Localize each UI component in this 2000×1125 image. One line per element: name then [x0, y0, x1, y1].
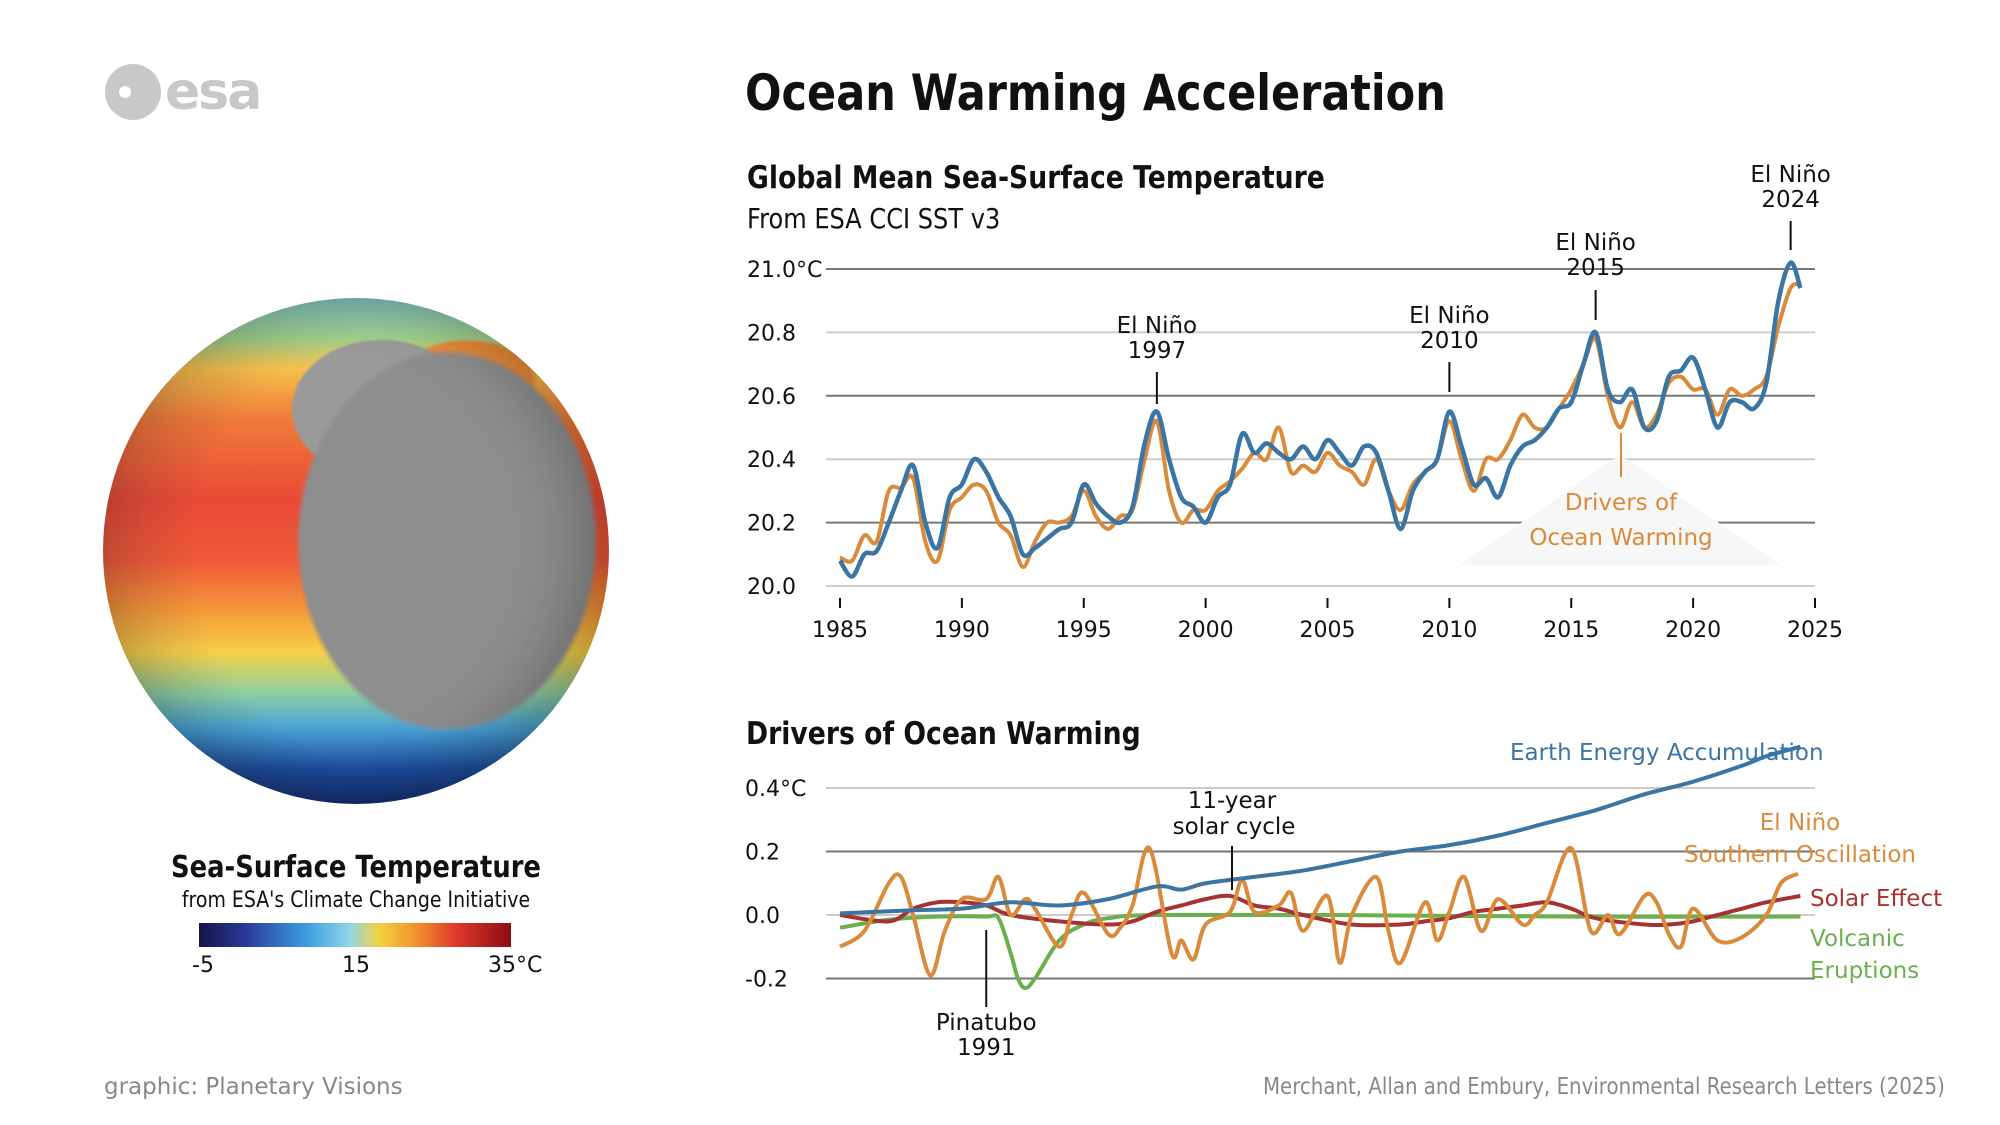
- colorbar: [199, 923, 511, 947]
- annotation-year: 2024: [1761, 187, 1820, 213]
- colorbar-min-label: -5: [192, 953, 214, 978]
- annotation-label: El Niño: [1555, 230, 1635, 256]
- sst-chart-title: Global Mean Sea-Surface Temperature: [747, 160, 1325, 196]
- annotation-label: 11-year: [1188, 788, 1277, 814]
- annotation-year: 1997: [1128, 338, 1187, 364]
- x-tick-label: 2005: [1300, 618, 1356, 643]
- series-line-solar-effect: [839, 893, 1801, 928]
- y-tick-label: 0.4°C: [745, 777, 806, 802]
- series-label: Eruptions: [1810, 958, 1919, 984]
- legend-title: Sea-Surface Temperature: [171, 850, 541, 885]
- x-tick-label: 2025: [1787, 618, 1843, 643]
- annotation-year: 2010: [1420, 328, 1479, 354]
- y-tick-label: 20.2: [747, 512, 796, 537]
- x-tick-label: 2015: [1543, 618, 1599, 643]
- series-line-el-ni-o-southern-oscillation: [838, 845, 1799, 978]
- y-tick-label: 21.0°C: [747, 258, 822, 283]
- annotation-label: El Niño: [1750, 162, 1830, 188]
- series-label: Southern Oscillation: [1684, 842, 1916, 868]
- x-tick-label: 1995: [1056, 618, 1112, 643]
- series-label: El Niño: [1760, 810, 1840, 836]
- sst-observed-line: [838, 260, 1803, 579]
- colorbar-max-label: 35°C: [488, 953, 543, 978]
- y-tick-label: 20.4: [747, 448, 796, 473]
- series-label: Solar Effect: [1810, 886, 1942, 912]
- y-tick-label: 0.2: [745, 841, 780, 866]
- x-tick-label: 2000: [1178, 618, 1234, 643]
- colorbar-mid-label: 15: [342, 953, 370, 978]
- drivers-label: Ocean Warming: [1529, 525, 1712, 551]
- drivers-chart-title: Drivers of Ocean Warming: [746, 716, 1141, 752]
- credit-graphic: graphic: Planetary Visions: [104, 1074, 403, 1100]
- annotation-label: Pinatubo: [936, 1010, 1037, 1036]
- annotation-label: El Niño: [1409, 303, 1489, 329]
- series-label: Volcanic: [1810, 926, 1905, 952]
- sst-chart-subtitle: From ESA CCI SST v3: [747, 202, 1001, 235]
- x-tick-label: 2020: [1665, 618, 1721, 643]
- series-line-earth-energy-accumulation: [839, 744, 1801, 916]
- page-title: Ocean Warming Acceleration: [745, 64, 1446, 122]
- esa-logo-mark: [105, 64, 161, 120]
- series-label: Earth Energy Accumulation: [1510, 740, 1824, 766]
- x-tick-label: 1990: [934, 618, 990, 643]
- annotation-label: El Niño: [1117, 313, 1197, 339]
- globe-sst-map: [103, 298, 609, 804]
- y-tick-label: -0.2: [745, 968, 788, 993]
- annotation-year: 2015: [1566, 255, 1625, 281]
- y-tick-label: 0.0: [745, 904, 780, 929]
- esa-logo: esa: [105, 62, 262, 122]
- x-tick-label: 2010: [1421, 618, 1477, 643]
- legend-subtitle: from ESA's Climate Change Initiative: [181, 888, 531, 913]
- x-tick-label: 1985: [812, 618, 868, 643]
- y-tick-label: 20.8: [747, 321, 796, 346]
- y-tick-label: 20.6: [747, 385, 796, 410]
- credit-source: Merchant, Allan and Embury, Environmenta…: [1263, 1074, 1945, 1100]
- annotation-label: solar cycle: [1173, 814, 1296, 840]
- drivers-label: Drivers of: [1565, 490, 1678, 516]
- esa-logo-text: esa: [165, 62, 262, 122]
- annotation-year: 1991: [957, 1035, 1016, 1061]
- y-tick-label: 20.0: [747, 575, 796, 600]
- drivers-callout-shape: [1460, 455, 1780, 565]
